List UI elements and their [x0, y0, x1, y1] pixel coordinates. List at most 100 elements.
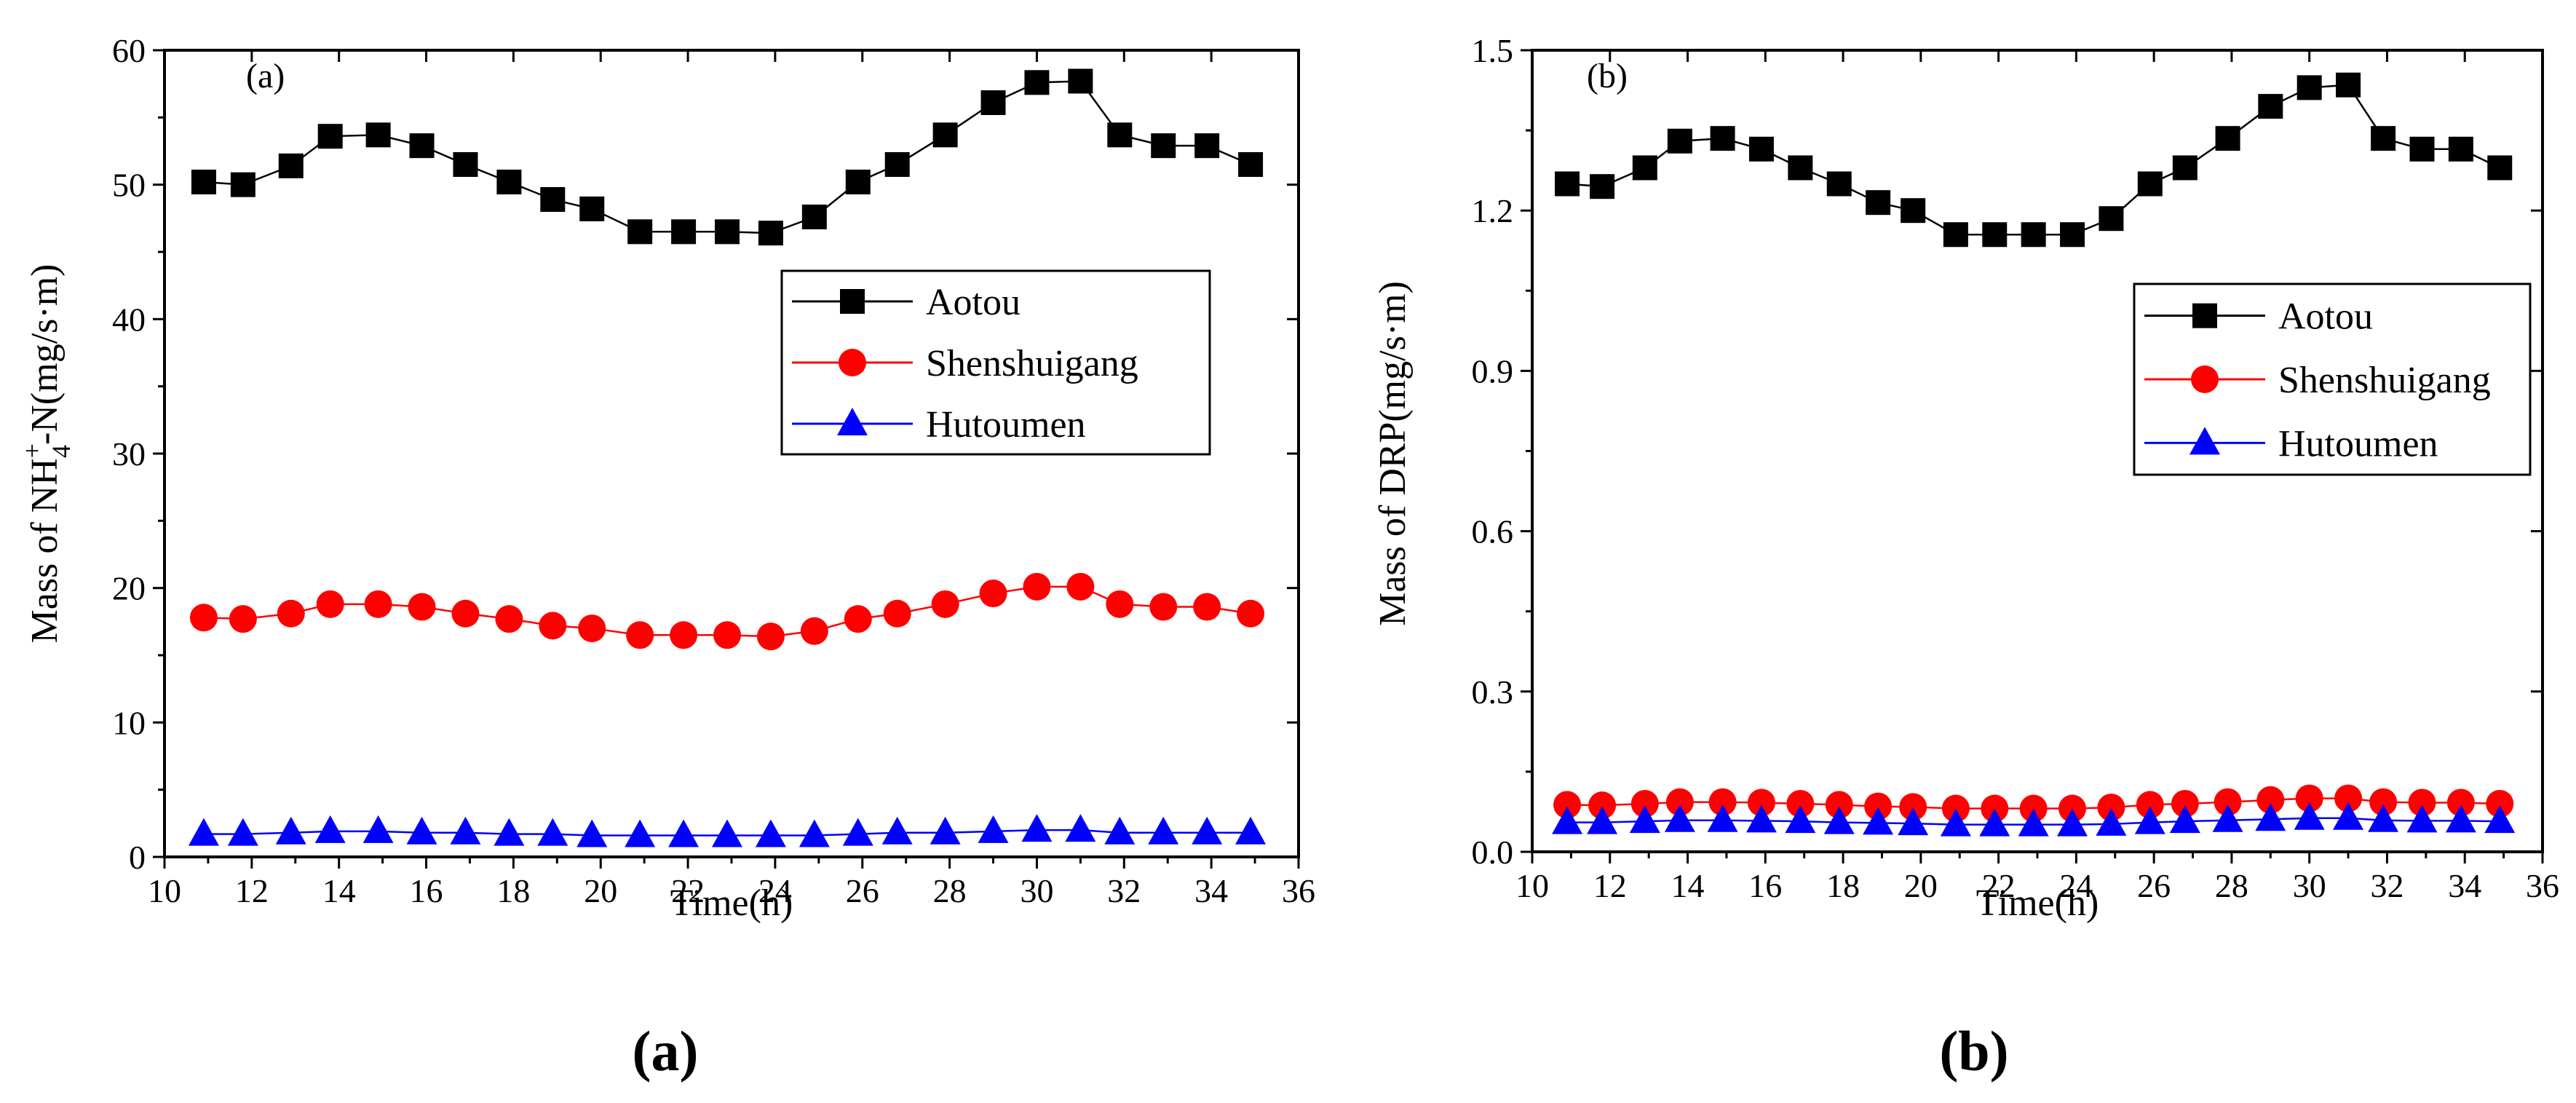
data-point-shenshuigang [979, 580, 1007, 608]
data-point-hutoumen [1664, 804, 1695, 832]
data-point-hutoumen [2018, 808, 2049, 837]
x-tick-label: 32 [2370, 867, 2403, 904]
data-point-shenshuigang [1193, 593, 1221, 621]
panel-caption: (b) [1939, 1019, 2008, 1083]
data-point-aotou [2215, 126, 2240, 151]
data-point-shenshuigang [1023, 572, 1051, 601]
x-tick-label: 14 [1671, 867, 1705, 904]
data-point-aotou [579, 196, 605, 221]
legend: Aotou Shenshuigang Hutoumen [780, 269, 1211, 456]
data-point-shenshuigang [229, 605, 257, 633]
data-point-hutoumen [1552, 806, 1583, 834]
panel-label: (a) [246, 57, 285, 95]
data-point-hutoumen [1148, 816, 1179, 845]
legend: Aotou Shenshuigang Hutoumen [2133, 282, 2532, 476]
data-point-hutoumen [1235, 816, 1267, 845]
data-point-aotou [2487, 155, 2513, 181]
chart-panel-a: 10 12 14 16 18 20 22 24 26 28 30 32 34 36010203040506… [17, 32, 1315, 1083]
data-point-aotou [1632, 155, 1657, 181]
legend-marker-aotou [2192, 303, 2217, 328]
data-point-shenshuigang [1106, 590, 1134, 618]
data-point-aotou [2448, 136, 2473, 162]
y-axis-title-part: Mass of NH [24, 458, 66, 643]
legend-label-hutoumen: Hutoumen [926, 404, 1086, 446]
data-point-hutoumen [227, 818, 258, 846]
panel-label: (b) [1587, 57, 1628, 95]
x-tick-label: 22 [1982, 867, 2016, 904]
data-point-shenshuigang [1553, 791, 1582, 819]
data-point-hutoumen [842, 818, 873, 846]
data-point-hutoumen [537, 818, 568, 846]
legend-marker-hutoumen [837, 408, 868, 435]
data-point-shenshuigang [1825, 791, 1853, 819]
data-point-shenshuigang [1941, 794, 1970, 823]
x-tick-label: 28 [933, 872, 967, 909]
data-point-aotou [758, 221, 783, 246]
data-point-hutoumen [1785, 805, 1816, 834]
data-point-hutoumen [2368, 804, 2399, 832]
data-point-shenshuigang [1864, 792, 1893, 821]
legend-label-hutoumen: Hutoumen [2278, 423, 2438, 464]
data-point-aotou [1788, 155, 1813, 181]
x-axis-title: Time(h) [670, 882, 793, 924]
chart-panel-b: 10 12 14 16 18 20 22 24 26 28 30 32 34 36 0.0 0.3 0.6 0.9… [1372, 32, 2559, 1083]
y-tick-label: 50 [112, 167, 146, 204]
data-point-shenshuigang [2136, 791, 2164, 819]
data-point-shenshuigang [670, 621, 698, 649]
data-point-aotou [1866, 190, 1891, 216]
data-point-shenshuigang [1588, 791, 1617, 820]
data-point-shenshuigang [2295, 784, 2323, 813]
data-point-shenshuigang [1786, 789, 1815, 818]
data-point-aotou [496, 169, 522, 194]
y-tick-label: 0.0 [1472, 834, 1514, 871]
data-point-aotou [1590, 174, 1615, 199]
x-tick-label: 10 [1515, 867, 1549, 904]
data-point-hutoumen [188, 818, 219, 846]
data-point-shenshuigang [883, 599, 911, 628]
data-point-hutoumen [1823, 806, 1855, 834]
y-axis-title: Mass of NH+4-N(mg/s·m) [17, 264, 76, 644]
data-point-aotou [2371, 126, 2396, 151]
data-point-shenshuigang [1747, 788, 1775, 817]
data-point-shenshuigang [189, 604, 218, 632]
x-tick-label: 16 [410, 872, 443, 909]
x-tick-label: 18 [1826, 867, 1860, 904]
data-point-aotou [1982, 222, 2008, 248]
x-tick-label: 24 [758, 872, 792, 909]
data-point-shenshuigang [578, 614, 606, 643]
data-point-shenshuigang [1066, 572, 1095, 601]
x-tick-label: 28 [2215, 867, 2248, 904]
y-tick-label: 1.2 [1472, 192, 1514, 229]
data-point-hutoumen [1979, 808, 2010, 837]
data-point-shenshuigang [1899, 793, 1927, 821]
data-point-shenshuigang [1708, 788, 1737, 816]
data-point-hutoumen [406, 816, 437, 845]
data-point-aotou [2296, 75, 2322, 100]
data-point-hutoumen [1587, 806, 1618, 834]
data-point-aotou [453, 151, 478, 177]
x-tick-label: 32 [1107, 872, 1141, 909]
data-point-shenshuigang [2334, 784, 2363, 813]
x-tick-label: 20 [1904, 867, 1938, 904]
data-point-hutoumen [978, 815, 1009, 843]
data-point-aotou [2060, 222, 2085, 248]
data-point-aotou [2258, 94, 2283, 119]
data-point-shenshuigang [1237, 599, 1265, 628]
data-point-hutoumen [314, 815, 346, 843]
data-point-shenshuigang [2214, 788, 2242, 816]
data-point-hutoumen [798, 819, 830, 847]
x-tick-label: 10 [148, 872, 181, 909]
data-point-hutoumen [2057, 808, 2088, 837]
data-point-hutoumen [2294, 802, 2325, 830]
y-tick-label: 0 [129, 839, 146, 876]
x-tick-label: 12 [1593, 867, 1627, 904]
data-point-aotou [1107, 122, 1133, 148]
data-point-shenshuigang [626, 621, 654, 649]
data-point-shenshuigang [316, 590, 344, 618]
y-tick-label: 0.3 [1472, 673, 1514, 711]
data-point-aotou [715, 219, 740, 245]
data-point-aotou [2336, 72, 2361, 98]
legend-marker-shenshuigang [2191, 365, 2219, 393]
legend-label-aotou: Aotou [926, 282, 1021, 323]
